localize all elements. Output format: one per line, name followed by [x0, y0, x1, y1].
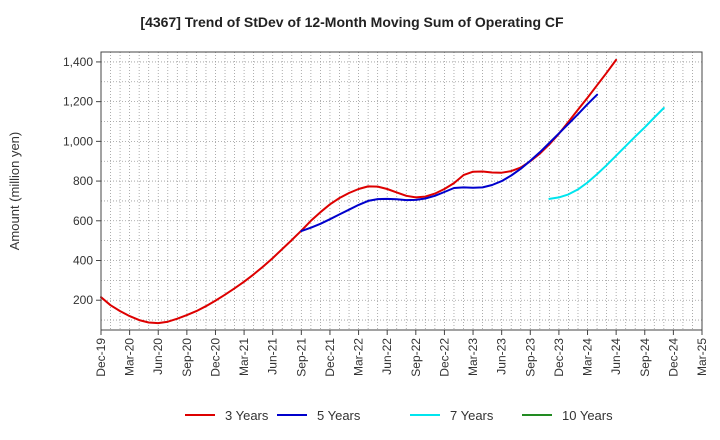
x-tick-label: Dec-22: [437, 338, 451, 377]
x-tick-label: Jun-21: [266, 338, 280, 375]
x-tick-label: Dec-19: [94, 338, 108, 377]
plot-area-frame: [100, 51, 703, 331]
x-tick-label: Jun-22: [380, 338, 394, 375]
y-axis: 200 400 600 800 1,000 1,200 1,400: [63, 55, 101, 307]
y-tick-label: 1,200: [63, 95, 93, 109]
series-line-7-years: [548, 107, 665, 200]
y-tick-label: 200: [73, 293, 93, 307]
y-tick-label: 1,000: [63, 134, 93, 148]
legend-label: 10 Years: [562, 408, 613, 423]
x-tick-label: Dec-24: [666, 338, 680, 377]
y-tick-label: 600: [73, 214, 93, 228]
x-tick-label: Dec-21: [323, 338, 337, 377]
x-tick-label: Jun-20: [151, 338, 165, 375]
legend-label: 7 Years: [450, 408, 494, 423]
y-tick-label: 800: [73, 174, 93, 188]
x-tick-label: Mar-20: [123, 338, 137, 376]
x-tick-label: Sep-23: [523, 338, 537, 377]
x-tick-label: Sep-22: [409, 338, 423, 377]
legend-label: 5 Years: [317, 408, 361, 423]
x-tick-label: Mar-23: [466, 338, 480, 376]
legend-label: 3 Years: [225, 408, 269, 423]
y-tick-label: 1,400: [63, 55, 93, 69]
grid-lines: [101, 52, 702, 330]
series-line-5-years: [300, 93, 599, 233]
x-tick-label: Mar-25: [695, 338, 709, 376]
x-tick-label: Sep-21: [294, 338, 308, 377]
x-tick-label: Jun-24: [609, 338, 623, 375]
chart-title: [4367] Trend of StDev of 12-Month Moving…: [140, 14, 564, 30]
plot-series: [100, 58, 665, 325]
y-tick-label: 400: [73, 254, 93, 268]
x-tick-label: Dec-23: [552, 338, 566, 377]
x-tick-label: Dec-20: [208, 338, 222, 377]
x-tick-label: Mar-22: [352, 338, 366, 376]
legend: 3 Years 5 Years 7 Years 10 Years: [185, 408, 613, 423]
x-tick-label: Mar-21: [237, 338, 251, 376]
x-tick-label: Sep-24: [638, 338, 652, 377]
x-axis: Dec-19 Mar-20 Jun-20 Sep-20 Dec-20 Mar-21 Jun-…: [94, 330, 709, 377]
y-axis-label: Amount (million yen): [7, 132, 22, 251]
x-tick-label: Sep-20: [180, 338, 194, 377]
x-tick-label: Jun-23: [495, 338, 509, 375]
x-tick-label: Mar-24: [581, 338, 595, 376]
